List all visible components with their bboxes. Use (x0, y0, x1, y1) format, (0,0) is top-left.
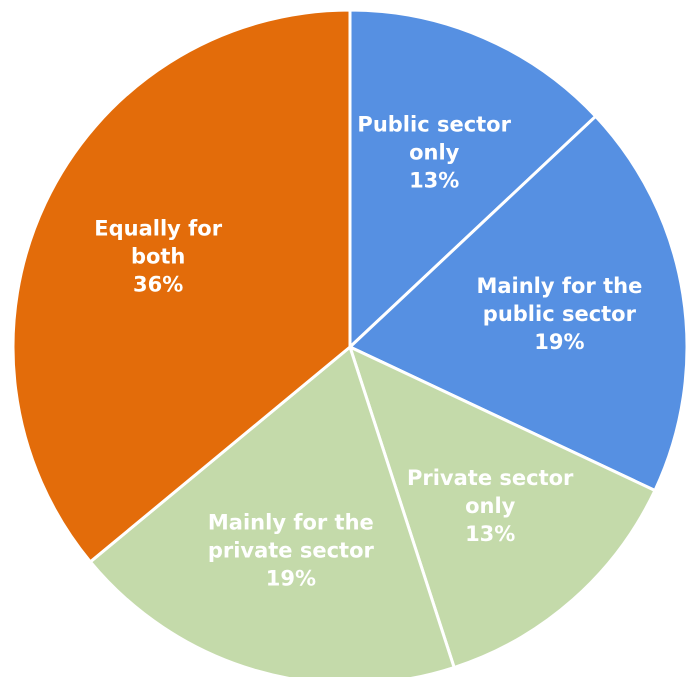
slice-name-line-3-1: private sector (208, 539, 375, 563)
slice-name-line-0-0: Public sector (357, 112, 511, 136)
pie-slice-2 (348, 345, 657, 670)
slice-percent-0: 13% (409, 168, 459, 192)
slice-percent-2: 13% (465, 522, 515, 546)
pie-slices (11, 8, 689, 677)
slice-name-line-2-0: Private sector (407, 466, 574, 490)
slice-name-line-0-1: only (409, 140, 460, 164)
slice-percent-4: 36% (133, 273, 183, 297)
slice-name-line-3-0: Mainly for the (208, 511, 374, 535)
pie-slice-1 (348, 114, 689, 492)
pie-slice-3 (88, 345, 456, 677)
pie-labels: Public sector only 13% Mainly for the public… (94, 112, 642, 590)
slice-name-line-2-1: only (465, 494, 516, 518)
slice-name-line-4-0: Equally for (94, 217, 222, 241)
slice-name-line-4-1: both (131, 245, 185, 269)
pie-slice-4 (11, 8, 352, 564)
slice-percent-3: 19% (266, 567, 316, 591)
slice-name-line-1-1: public sector (483, 302, 637, 326)
slice-name-line-1-0: Mainly for the (476, 274, 642, 298)
slice-label-3: Mainly for the private sector 19% (208, 511, 375, 591)
slice-label-4: Equally for both 36% (94, 217, 222, 297)
slice-percent-1: 19% (534, 330, 584, 354)
slice-label-2: Private sector only 13% (407, 466, 574, 546)
pie-slice-0 (348, 8, 598, 349)
slice-label-0: Public sector only 13% (357, 112, 511, 192)
slice-label-1: Mainly for the public sector 19% (476, 274, 642, 354)
